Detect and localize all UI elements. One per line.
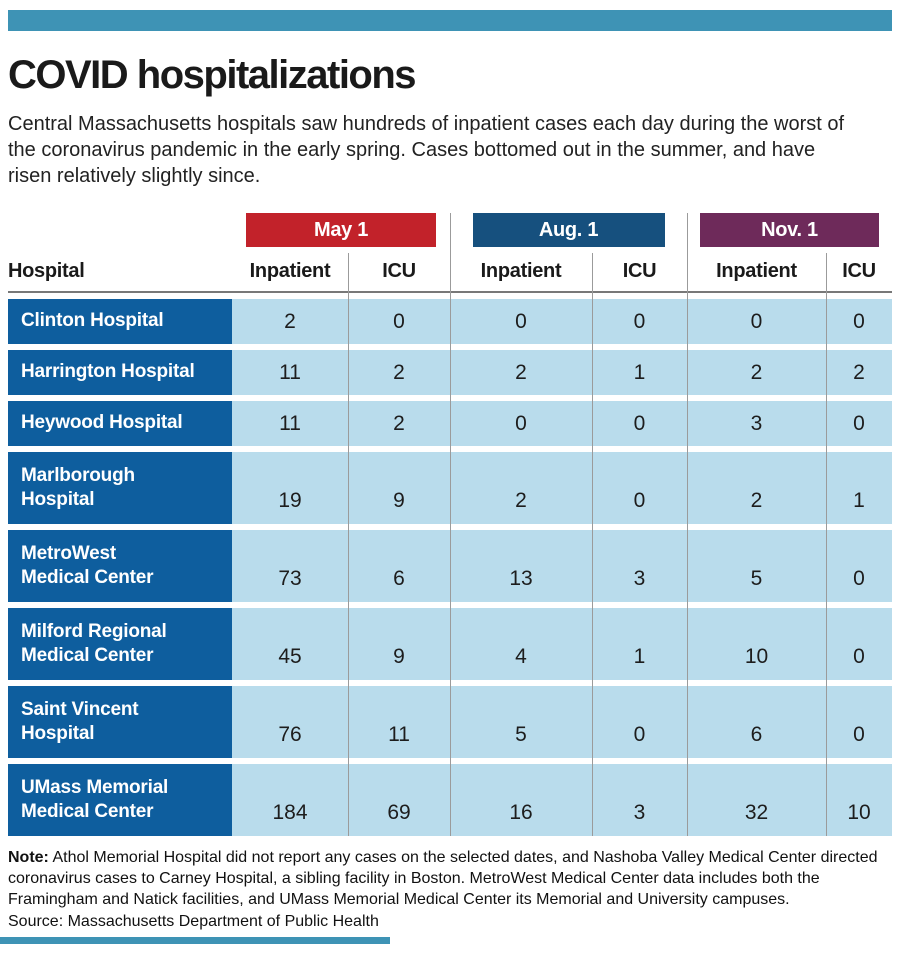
value-cell: 6 <box>348 530 450 602</box>
column-header-hospital: Hospital <box>8 259 85 282</box>
value-cell: 69 <box>348 764 450 836</box>
value-cell: 76 <box>232 686 348 758</box>
hospital-name-cell: MetroWest Medical Center <box>8 530 232 602</box>
date-group-nov: Nov. 1 <box>687 213 892 247</box>
value-cell: 45 <box>232 608 348 680</box>
source-text: Source: Massachusetts Department of Publ… <box>8 913 379 931</box>
date-group-aug: Aug. 1 <box>450 213 687 247</box>
hospital-name-cell: UMass Memorial Medical Center <box>8 764 232 836</box>
note-text: Note: Athol Memorial Hospital did not re… <box>8 847 892 910</box>
value-cell: 2 <box>687 452 826 524</box>
top-accent-bar <box>8 10 892 31</box>
hospital-name-cell: Clinton Hospital <box>8 299 232 344</box>
column-divider <box>826 253 827 836</box>
table-row: Clinton Hospital 2 0 0 0 0 0 <box>8 299 892 344</box>
value-cell: 0 <box>826 401 892 446</box>
value-cell: 0 <box>826 608 892 680</box>
date-group-may: May 1 <box>232 213 450 247</box>
value-cell: 10 <box>687 608 826 680</box>
group-divider <box>687 213 688 836</box>
hospitalizations-table: May 1 Aug. 1 Nov. 1 Hospital Inpatient I… <box>8 213 892 836</box>
value-cell: 32 <box>687 764 826 836</box>
value-cell: 0 <box>450 299 592 344</box>
value-cell: 0 <box>826 686 892 758</box>
hospital-name-cell: Saint Vincent Hospital <box>8 686 232 758</box>
value-cell: 5 <box>687 530 826 602</box>
column-divider <box>348 253 349 836</box>
table-row: Milford Regional Medical Center 45 9 4 1 10 0 <box>8 608 892 680</box>
hospital-name-cell: Marlborough Hospital <box>8 452 232 524</box>
value-cell: 2 <box>232 299 348 344</box>
value-cell: 5 <box>450 686 592 758</box>
table-row: Heywood Hospital 11 2 0 0 3 0 <box>8 401 892 446</box>
table-body: Clinton Hospital 2 0 0 0 0 0 Harrington Hospita… <box>8 299 892 836</box>
value-cell: 0 <box>826 299 892 344</box>
value-cell: 0 <box>592 401 687 446</box>
column-header-nov-icu: ICU <box>842 259 876 282</box>
value-cell: 11 <box>232 350 348 395</box>
note-body: Athol Memorial Hospital did not report a… <box>8 849 878 909</box>
value-cell: 184 <box>232 764 348 836</box>
value-cell: 0 <box>592 452 687 524</box>
table-row: MetroWest Medical Center 73 6 13 3 5 0 <box>8 530 892 602</box>
bottom-accent-bar <box>0 937 390 945</box>
value-cell: 1 <box>826 452 892 524</box>
value-cell: 10 <box>826 764 892 836</box>
value-cell: 11 <box>348 686 450 758</box>
table-row: Marlborough Hospital 19 9 2 0 2 1 <box>8 452 892 524</box>
value-cell: 4 <box>450 608 592 680</box>
value-cell: 0 <box>687 299 826 344</box>
date-header-row: May 1 Aug. 1 Nov. 1 <box>8 213 892 247</box>
value-cell: 9 <box>348 452 450 524</box>
value-cell: 3 <box>592 530 687 602</box>
value-cell: 2 <box>450 452 592 524</box>
column-divider <box>592 253 593 836</box>
value-cell: 0 <box>592 299 687 344</box>
page-title: COVID hospitalizations <box>8 53 417 97</box>
value-cell: 0 <box>348 299 450 344</box>
value-cell: 19 <box>232 452 348 524</box>
column-header-row: Hospital Inpatient ICU Inpatient ICU Inp… <box>8 253 892 289</box>
value-cell: 0 <box>826 530 892 602</box>
value-cell: 73 <box>232 530 348 602</box>
value-cell: 2 <box>348 350 450 395</box>
value-cell: 3 <box>592 764 687 836</box>
date-chip-may: May 1 <box>246 213 436 247</box>
hospital-name-cell: Milford Regional Medical Center <box>8 608 232 680</box>
group-divider <box>450 213 451 836</box>
value-cell: 0 <box>592 686 687 758</box>
table-row: Harrington Hospital 11 2 2 1 2 2 <box>8 350 892 395</box>
value-cell: 9 <box>348 608 450 680</box>
hospital-name-cell: Heywood Hospital <box>8 401 232 446</box>
value-cell: 0 <box>450 401 592 446</box>
table-row: Saint Vincent Hospital 76 11 5 0 6 0 <box>8 686 892 758</box>
value-cell: 1 <box>592 350 687 395</box>
value-cell: 6 <box>687 686 826 758</box>
intro-text: Central Massachusetts hospitals saw hund… <box>8 113 845 187</box>
table-row: UMass Memorial Medical Center 184 69 16 3 32 1… <box>8 764 892 836</box>
value-cell: 1 <box>592 608 687 680</box>
value-cell: 2 <box>450 350 592 395</box>
value-cell: 2 <box>348 401 450 446</box>
column-header-may-inpatient: Inpatient <box>249 259 331 282</box>
value-cell: 3 <box>687 401 826 446</box>
column-header-aug-inpatient: Inpatient <box>480 259 562 282</box>
hospital-name-cell: Harrington Hospital <box>8 350 232 395</box>
column-header-nov-inpatient: Inpatient <box>716 259 797 282</box>
date-chip-nov: Nov. 1 <box>700 213 879 247</box>
note-label: Note: <box>8 849 49 866</box>
column-header-aug-icu: ICU <box>622 259 657 282</box>
value-cell: 2 <box>826 350 892 395</box>
value-cell: 2 <box>687 350 826 395</box>
value-cell: 11 <box>232 401 348 446</box>
value-cell: 16 <box>450 764 592 836</box>
value-cell: 13 <box>450 530 592 602</box>
date-chip-aug: Aug. 1 <box>472 213 665 247</box>
column-header-may-icu: ICU <box>382 259 416 282</box>
